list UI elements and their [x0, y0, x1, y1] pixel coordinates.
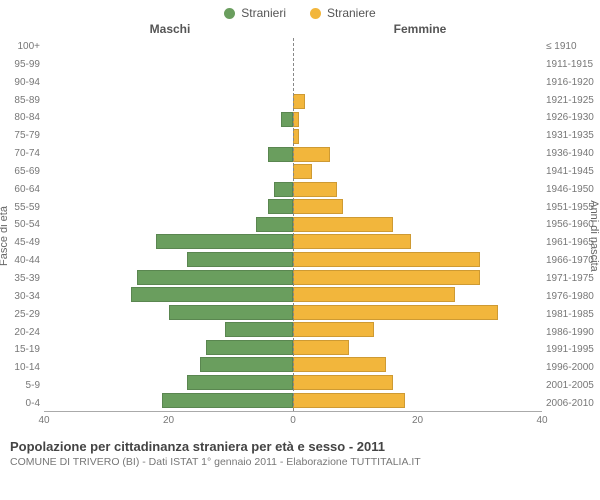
legend: Stranieri Straniere	[0, 0, 600, 20]
female-bar	[293, 94, 305, 109]
female-bar	[293, 199, 343, 214]
header-female: Femmine	[295, 22, 600, 36]
birth-label: 1916-1920	[546, 77, 600, 88]
age-label: 25-29	[0, 309, 40, 320]
header-male: Maschi	[0, 22, 295, 36]
birth-label: 1976-1980	[546, 291, 600, 302]
male-bar	[137, 270, 293, 285]
female-bar	[293, 182, 337, 197]
age-label: 60-64	[0, 184, 40, 195]
female-bar	[293, 234, 411, 249]
male-bar	[162, 393, 293, 408]
x-tick: 20	[163, 415, 174, 426]
age-label: 80-84	[0, 112, 40, 123]
age-label: 70-74	[0, 148, 40, 159]
x-tick: 40	[38, 415, 49, 426]
female-bar	[293, 322, 374, 337]
birth-label: 1981-1985	[546, 309, 600, 320]
female-bar	[293, 393, 405, 408]
birth-label: 1971-1975	[546, 273, 600, 284]
birth-label: 2001-2005	[546, 380, 600, 391]
male-bar	[225, 322, 293, 337]
birth-label: ≤ 1910	[546, 41, 600, 52]
female-bar	[293, 357, 386, 372]
male-bar	[268, 147, 293, 162]
female-bar	[293, 270, 480, 285]
birth-label: 1941-1945	[546, 166, 600, 177]
y-axis-title-left: Fasce di età	[0, 206, 10, 266]
male-bar	[131, 287, 293, 302]
age-label: 75-79	[0, 130, 40, 141]
female-bar	[293, 217, 393, 232]
chart-area: Fasce di età 100+ 95-99 90-94 85-89 80-84 75-…	[0, 38, 600, 433]
birth-label: 1991-1995	[546, 344, 600, 355]
x-axis: 40200 2040	[44, 411, 542, 433]
age-label: 15-19	[0, 344, 40, 355]
age-label: 35-39	[0, 273, 40, 284]
age-label: 85-89	[0, 95, 40, 106]
male-bar	[274, 182, 293, 197]
birth-label: 1946-1950	[546, 184, 600, 195]
y-axis-title-right: Anni di nascita	[588, 200, 600, 272]
birth-label: 1926-1930	[546, 112, 600, 123]
male-bar	[187, 375, 293, 390]
x-tick: 40	[536, 415, 547, 426]
footer: Popolazione per cittadinanza straniera p…	[0, 433, 600, 468]
column-headers: Maschi Femmine	[0, 22, 600, 36]
female-bar	[293, 305, 498, 320]
legend-label-female: Straniere	[327, 6, 376, 20]
legend-item-female: Straniere	[310, 6, 376, 20]
female-bar	[293, 375, 393, 390]
age-label: 10-14	[0, 362, 40, 373]
male-bar	[200, 357, 293, 372]
male-bar	[169, 305, 294, 320]
birth-label: 1996-2000	[546, 362, 600, 373]
female-bar	[293, 164, 312, 179]
age-label: 30-34	[0, 291, 40, 302]
birth-label: 1931-1935	[546, 130, 600, 141]
age-label: 0-4	[0, 398, 40, 409]
chart-subtitle: COMUNE DI TRIVERO (BI) - Dati ISTAT 1° g…	[10, 456, 590, 468]
x-axis-left: 40200	[44, 412, 293, 433]
male-bar	[256, 217, 293, 232]
legend-label-male: Stranieri	[241, 6, 286, 20]
female-bar	[293, 287, 455, 302]
legend-item-male: Stranieri	[224, 6, 286, 20]
x-axis-right: 2040	[293, 412, 542, 433]
male-bar	[281, 112, 293, 127]
age-label: 20-24	[0, 327, 40, 338]
male-bar	[156, 234, 293, 249]
age-label: 90-94	[0, 77, 40, 88]
female-bar	[293, 252, 480, 267]
swatch-male	[224, 8, 235, 19]
chart-title: Popolazione per cittadinanza straniera p…	[10, 439, 590, 454]
center-line	[293, 38, 294, 411]
plot: 40200 2040	[44, 38, 542, 433]
age-label: 95-99	[0, 59, 40, 70]
female-bar	[293, 147, 330, 162]
age-label: 5-9	[0, 380, 40, 391]
x-tick: 20	[412, 415, 423, 426]
male-bar	[206, 340, 293, 355]
male-bar	[268, 199, 293, 214]
bars-container	[44, 38, 542, 411]
birth-label: 1911-1915	[546, 59, 600, 70]
birth-label: 2006-2010	[546, 398, 600, 409]
age-label: 65-69	[0, 166, 40, 177]
birth-label: 1936-1940	[546, 148, 600, 159]
birth-label: 1921-1925	[546, 95, 600, 106]
female-bar	[293, 340, 349, 355]
birth-label: 1986-1990	[546, 327, 600, 338]
male-bar	[187, 252, 293, 267]
swatch-female	[310, 8, 321, 19]
age-label: 100+	[0, 41, 40, 52]
